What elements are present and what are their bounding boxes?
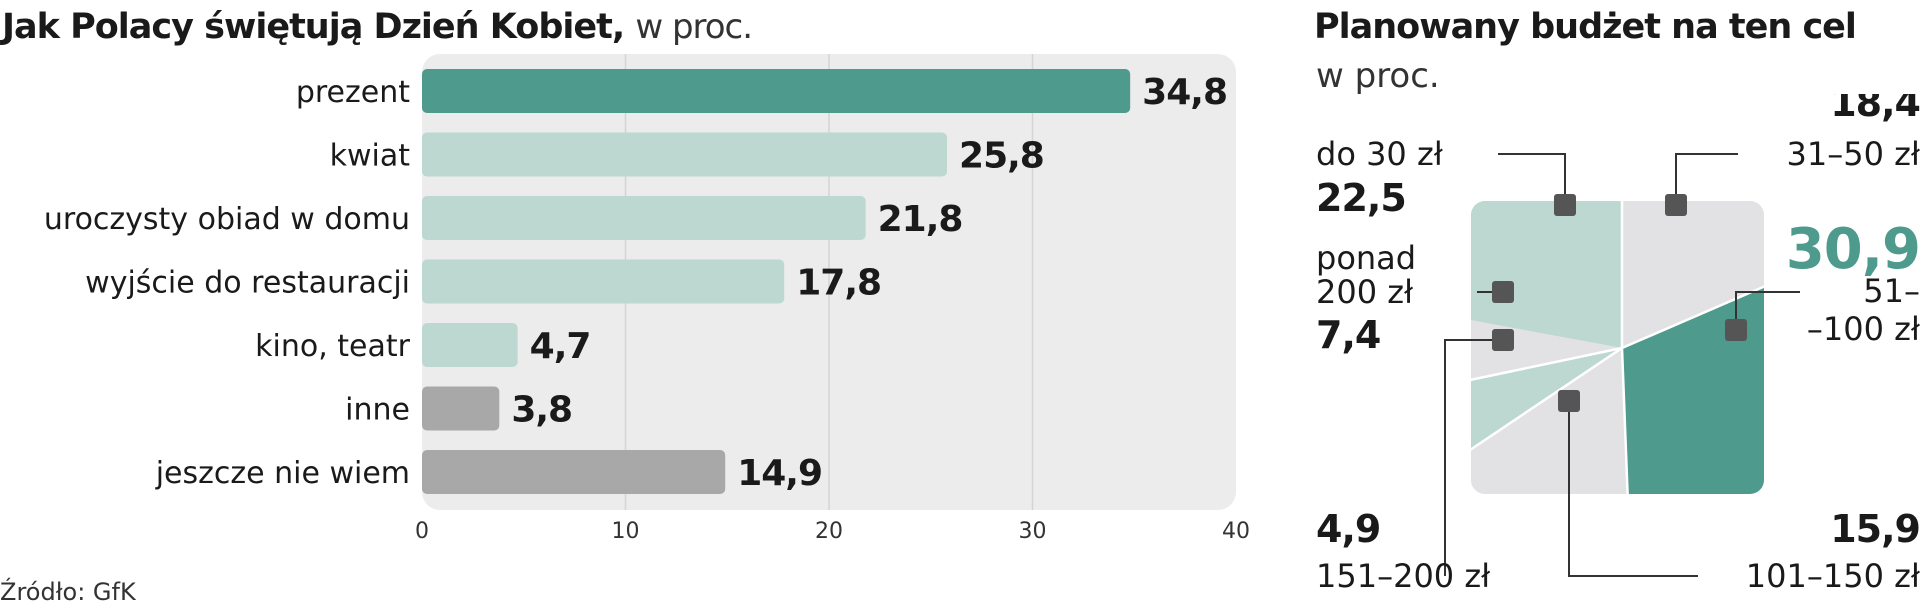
x-tick-label: 10: [612, 519, 640, 544]
category-label: inne: [345, 393, 410, 428]
bar: [422, 132, 948, 177]
bar: [422, 386, 500, 431]
segment-divider: [1469, 346, 1623, 382]
category-label: jeszcze nie wiem: [155, 456, 410, 491]
bar: [422, 323, 518, 367]
segment-value: 15,9: [1830, 507, 1920, 551]
pie-chart-title: Planowany budżet na ten cel: [1314, 7, 1857, 47]
leader-line: [1568, 401, 1698, 577]
segment-marker: [1492, 329, 1514, 351]
segment-marker: [1554, 194, 1576, 216]
leader-line: [1444, 339, 1503, 576]
segment-divider: [1621, 282, 1771, 350]
segment-value: 30,9: [1786, 217, 1920, 282]
segment: [1471, 201, 1622, 348]
x-tick-label: 0: [415, 519, 429, 544]
value-label: 3,8: [511, 390, 572, 431]
category-label: kwiat: [330, 139, 411, 174]
segment: [1622, 201, 1764, 348]
bar-chart: 0 10 20 30 40 prezent 34,8 kwiat 25,8 uroczysty o…: [44, 54, 1250, 544]
bar-chart-title-unit: w proc.: [635, 7, 753, 47]
segment-marker: [1558, 390, 1580, 412]
bar: [422, 196, 866, 240]
bar-chart-title: Jak Polacy świętują Dzień Kobiet, w proc…: [2, 4, 753, 50]
bar-chart-title-bold: Jak Polacy świętują Dzień Kobiet,: [2, 7, 625, 47]
leader-line: [1735, 291, 1800, 330]
segment-marker: [1725, 319, 1747, 341]
segment-value: 22,5: [1316, 176, 1406, 220]
segment-value: 7,4: [1316, 313, 1380, 357]
segment-divider: [1469, 346, 1623, 452]
segment-name: –100 zł: [1807, 310, 1920, 348]
x-tick-label: 40: [1222, 519, 1250, 544]
segment-name: 200 zł: [1316, 273, 1414, 311]
value-label: 34,8: [1142, 72, 1227, 113]
segment-divider: [1620, 347, 1630, 505]
pie-chart-subtitle: w proc.: [1316, 56, 1440, 96]
value-label: 4,7: [530, 326, 591, 367]
value-label: 21,8: [878, 199, 963, 240]
segment-marker: [1492, 281, 1514, 303]
value-label: 17,8: [796, 263, 881, 304]
leader-line: [1675, 153, 1738, 205]
value-label: 25,8: [959, 136, 1044, 177]
segment-name: 51–: [1863, 272, 1920, 310]
bar: [422, 450, 726, 494]
category-label: uroczysty obiad w domu: [44, 202, 410, 237]
bar: [422, 69, 1131, 113]
segment-name: ponad: [1316, 239, 1416, 277]
category-label: prezent: [296, 75, 410, 110]
segment-name: 151–200 zł: [1316, 557, 1491, 595]
leader-line: [1498, 153, 1566, 205]
value-label: 14,9: [737, 453, 822, 494]
segment-value: 4,9: [1316, 507, 1380, 551]
segment-marker: [1665, 194, 1687, 216]
segment: [1471, 348, 1628, 494]
segment-name: do 30 zł: [1316, 135, 1444, 173]
segment-value: 18,4: [1830, 94, 1920, 125]
segment-name: 31–50 zł: [1787, 135, 1920, 173]
category-label: wyjście do restauracji: [85, 266, 410, 301]
x-tick-label: 20: [815, 519, 843, 544]
x-tick-label: 30: [1019, 519, 1047, 544]
source-note: Źródło: GfK: [0, 578, 136, 606]
segment-name: 101–150 zł: [1746, 557, 1920, 595]
bar: [422, 259, 785, 304]
category-label: kino, teatr: [255, 329, 411, 364]
